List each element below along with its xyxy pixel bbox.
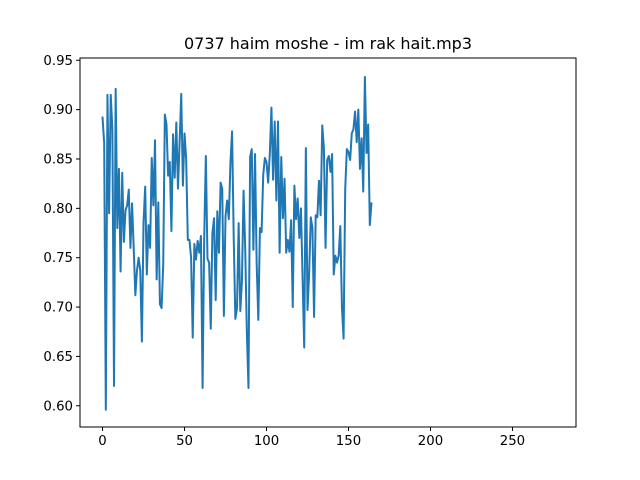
y-tick-label: 0.60 [43, 399, 73, 414]
y-tick-label: 0.90 [43, 103, 73, 118]
axes: 0 50 100 150 200 250 0.60 0.65 0.70 0.75 0.80 0.85 0… [43, 54, 577, 449]
x-tick-label: 50 [176, 434, 193, 449]
series-line-0 [101, 76, 373, 411]
x-tick-label: 250 [500, 434, 525, 449]
x-tick-label: 150 [336, 434, 361, 449]
chart-title: 0737 haim moshe - im rak hait.mp3 [184, 34, 472, 53]
y-tick-label: 0.95 [43, 54, 73, 69]
y-tick-label: 0.80 [43, 202, 73, 217]
y-tick-label: 0.85 [43, 152, 73, 167]
y-tick-label: 0.70 [43, 301, 73, 316]
x-tick-label: 100 [254, 434, 279, 449]
plot-area [101, 76, 373, 411]
x-tick-label: 0 [98, 434, 106, 449]
x-tick-label: 200 [418, 434, 443, 449]
axes-frame [79, 57, 577, 428]
y-tick-label: 0.65 [43, 350, 73, 365]
y-tick-label: 0.75 [43, 251, 73, 266]
